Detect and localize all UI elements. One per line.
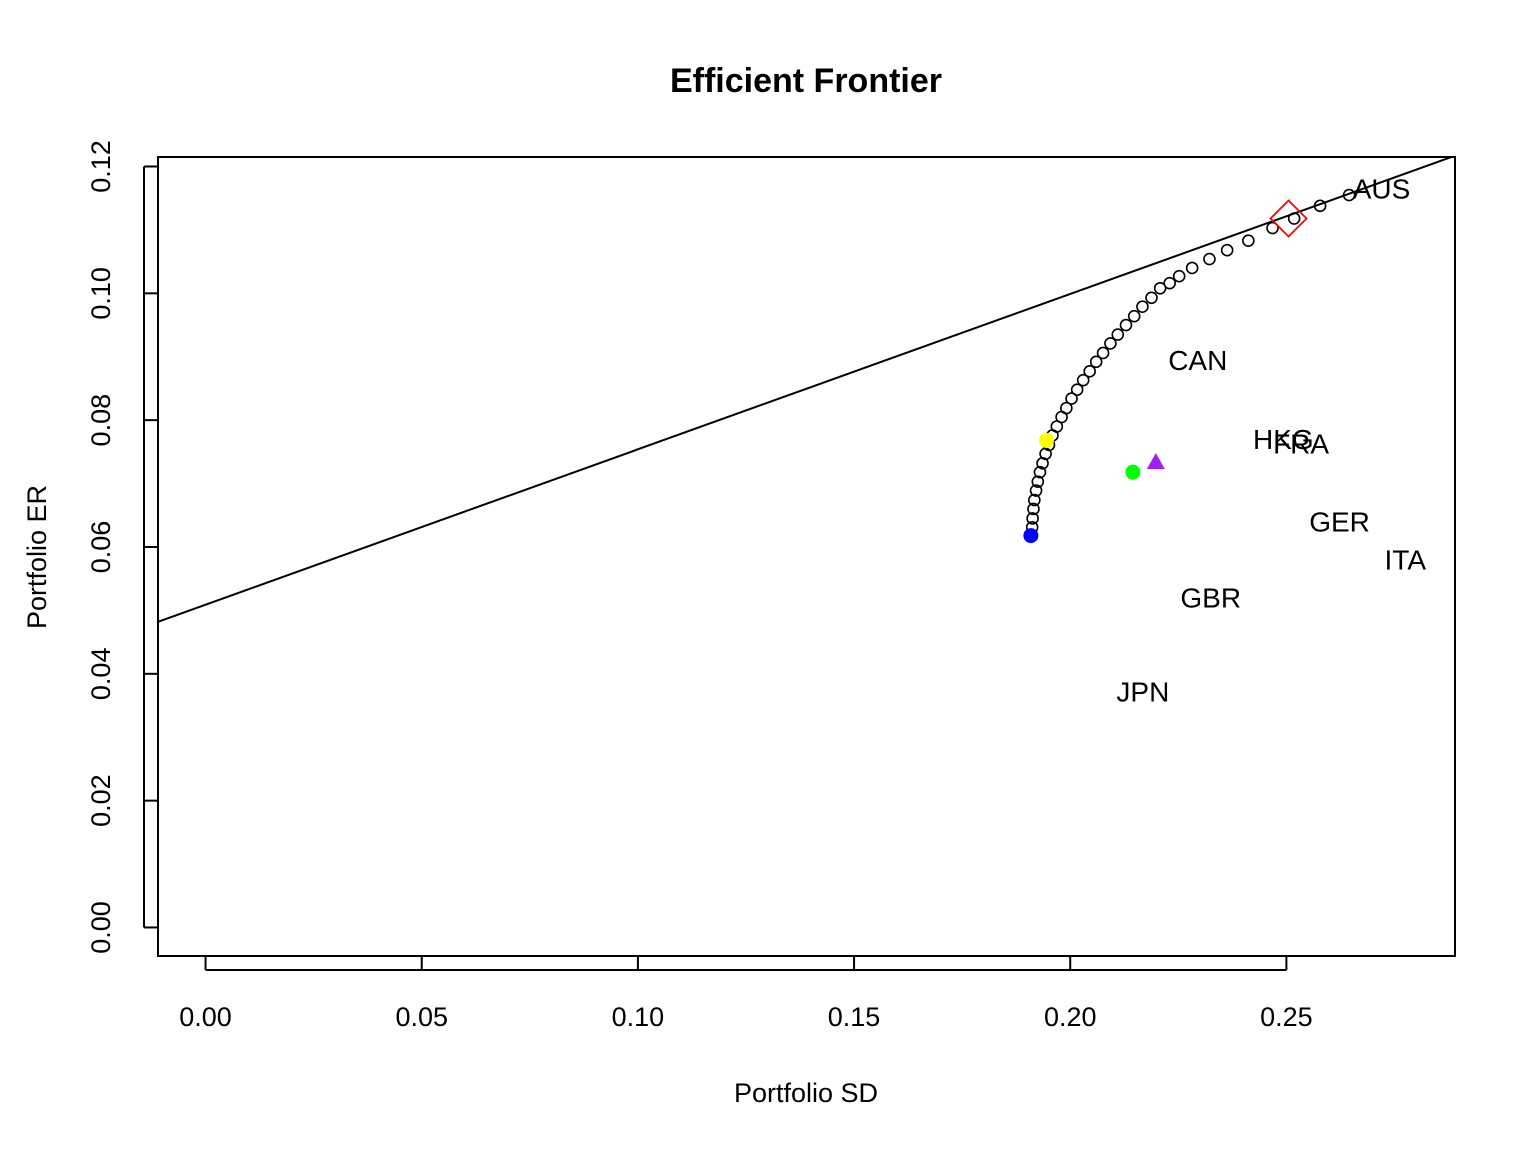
y-axis-title: Portfolio ER [22, 485, 52, 629]
y-tick-label: 0.06 [86, 521, 116, 574]
chart-title: Efficient Frontier [670, 62, 942, 100]
purple-portfolio-point [1146, 453, 1165, 470]
asset-label-jpn: JPN [1116, 677, 1169, 708]
frontier-point [1287, 212, 1301, 225]
tangency-portfolio-point [1269, 199, 1308, 238]
asset-label-ita: ITA [1385, 545, 1427, 576]
asset-label-fra: FRA [1273, 429, 1329, 460]
y-tick-label: 0.00 [86, 901, 116, 954]
frontier-point [1033, 465, 1047, 479]
x-tick-label: 0.15 [828, 1002, 881, 1032]
frontier-point [1029, 484, 1043, 497]
frontier-point [1220, 243, 1234, 257]
frontier-point [1153, 281, 1167, 295]
frontier-point [1111, 328, 1125, 341]
x-tick-label: 0.25 [1260, 1002, 1313, 1032]
frontier-point [1026, 512, 1039, 525]
x-axis-title: Portfolio SD [734, 1078, 878, 1108]
frontier-point [1027, 502, 1040, 516]
global-min-variance-point [1023, 528, 1039, 544]
frontier-point [1163, 276, 1176, 290]
frontier-point [1172, 269, 1186, 283]
frontier-point [1127, 309, 1141, 323]
green-portfolio-point [1125, 464, 1141, 480]
asset-label-aus: AUS [1353, 174, 1411, 205]
frontier-point [1065, 392, 1078, 405]
y-tick-label: 0.04 [86, 648, 116, 701]
frontier-point [1266, 221, 1279, 235]
y-tick-label: 0.02 [86, 774, 116, 827]
frontier-point [1136, 300, 1149, 313]
frontier-point [1185, 261, 1199, 275]
frontier-point [1342, 188, 1356, 202]
frontier-point [1203, 252, 1216, 266]
x-tick-label: 0.20 [1044, 1002, 1097, 1032]
capital-market-line [158, 157, 1455, 623]
y-tick-label: 0.12 [86, 140, 116, 193]
frontier-point [1083, 365, 1096, 378]
frontier-point [1060, 401, 1073, 415]
asset-label-hkg: HKG [1253, 424, 1314, 455]
y-tick-label: 0.08 [86, 394, 116, 447]
frontier-point [1145, 291, 1158, 305]
frontier-point [1104, 337, 1117, 350]
frontier-point [1076, 373, 1090, 387]
frontier-point [1119, 318, 1133, 332]
frontier-point [1242, 234, 1255, 248]
plot-frame [157, 156, 1456, 957]
x-tick-label: 0.10 [612, 1002, 665, 1032]
x-tick-label: 0.00 [179, 1002, 232, 1032]
x-tick-label: 0.05 [395, 1002, 448, 1032]
frontier-point [1028, 493, 1041, 507]
asset-label-gbr: GBR [1180, 583, 1241, 614]
frontier-point [1070, 383, 1084, 397]
yellow-portfolio-point [1038, 432, 1054, 448]
frontier-point [1031, 475, 1045, 488]
y-tick-label: 0.10 [86, 267, 116, 320]
asset-label-can: CAN [1168, 345, 1227, 376]
asset-label-ger: GER [1309, 507, 1370, 538]
frontier-point [1096, 346, 1110, 360]
frontier-point [1313, 199, 1327, 213]
frontier-point [1089, 355, 1103, 369]
